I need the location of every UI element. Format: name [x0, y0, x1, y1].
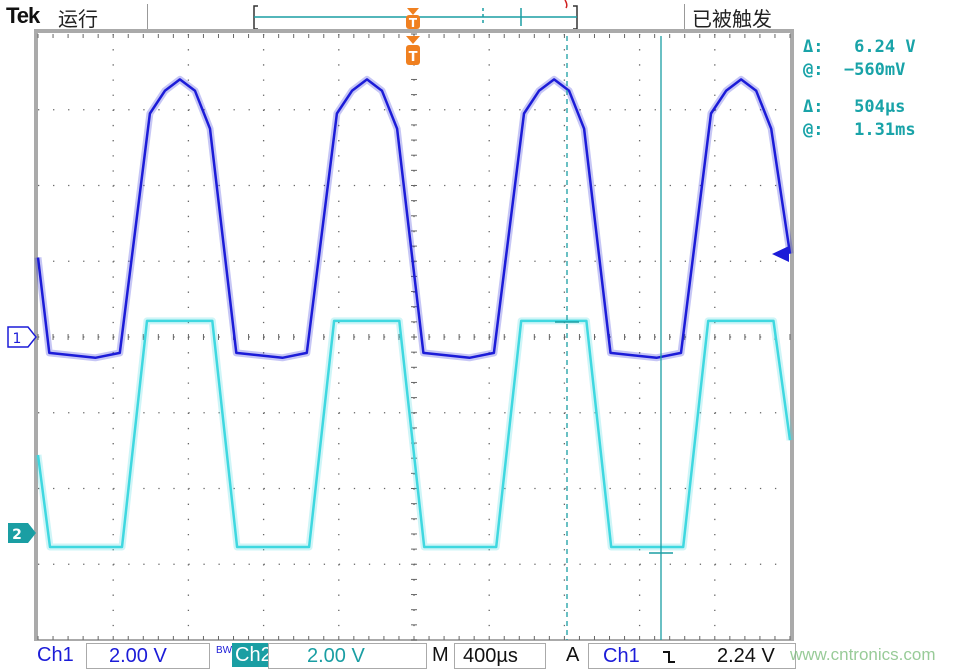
falling-edge-icon [663, 651, 675, 663]
trigger-marker-text: T [409, 16, 418, 30]
voltage-at-readout: @: −560mV [803, 60, 906, 80]
ch2-ground-marker[interactable]: 2 [8, 523, 36, 543]
waveform-ch1 [36, 78, 792, 360]
ch1-marker-text: 1 [13, 331, 22, 347]
run-state: 运行 [58, 7, 98, 31]
divider [147, 4, 148, 30]
ch1-ground-marker[interactable]: 1 [7, 326, 37, 348]
waveform-ch2 [36, 319, 792, 549]
trigger-box[interactable]: Ch1 2.24 V [588, 643, 796, 669]
waveform-ch1-noise [34, 75, 794, 362]
ch1-scale: 2.00 V [109, 645, 167, 667]
time-delta-readout: Δ: 504µs [803, 97, 906, 117]
status-bar: Ch1 2.00 V BW Ch2 2.00 V M 400µs A Ch1 2… [0, 641, 964, 671]
trigger-state: 已被触发 [692, 7, 772, 31]
trigger-label: A [566, 644, 580, 666]
timebase-box[interactable]: 400µs [454, 643, 546, 669]
trigger-level-arrow-icon[interactable] [772, 246, 789, 262]
ch2-label: Ch2 [232, 643, 275, 667]
timebase-value: 400µs [463, 645, 518, 667]
trigger-marker-text: T [409, 50, 418, 65]
voltage-delta-readout: Δ: 6.24 V [803, 37, 916, 57]
bandwidth-limit-icon: BW [216, 645, 233, 656]
trigger-level: 2.24 V [717, 645, 775, 667]
trigger-source: Ch1 [603, 645, 640, 667]
trigger-position-icon[interactable]: T T [406, 8, 420, 65]
ch1-label: Ch1 [37, 644, 74, 666]
divider [684, 4, 685, 30]
watermark: www.cntronics.com [790, 645, 936, 664]
ch2-scale-box[interactable]: 2.00 V [268, 643, 427, 669]
ch1-scale-box[interactable]: 2.00 V [86, 643, 210, 669]
scope-display: T T 1 2 [7, 0, 794, 641]
ch2-marker-text: 2 [12, 527, 22, 543]
brand-logo: Tek [6, 3, 40, 28]
time-at-readout: @: 1.31ms [803, 120, 916, 140]
timebase-label: M [432, 644, 449, 666]
ch2-scale: 2.00 V [307, 645, 365, 667]
